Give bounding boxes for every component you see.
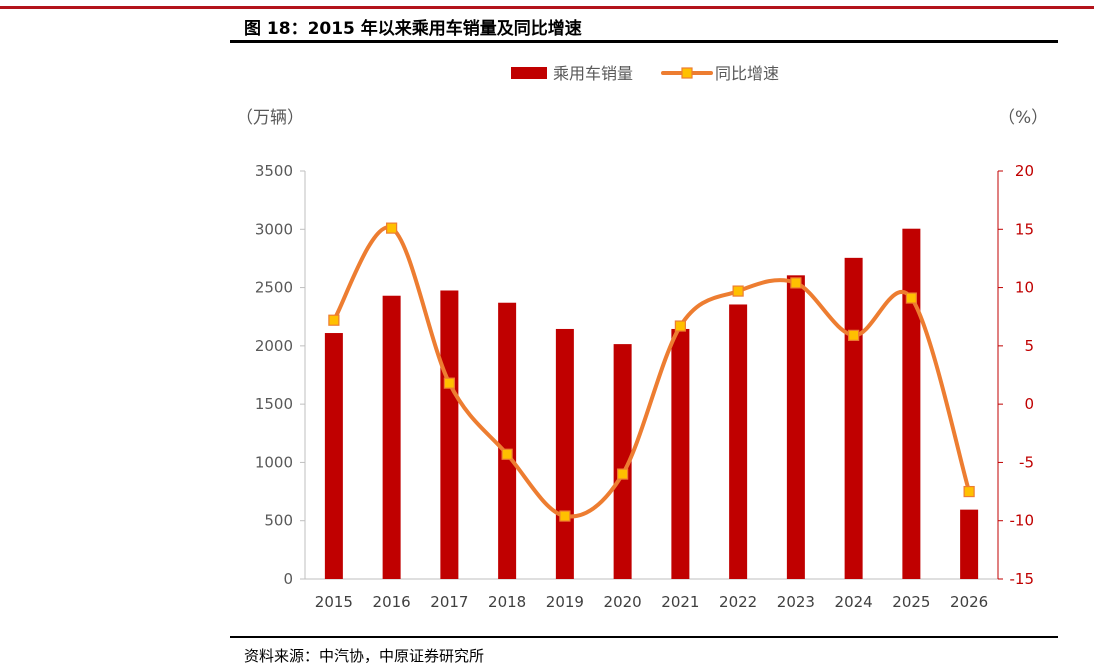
line-series: [328, 222, 975, 522]
bar-2017: [440, 290, 459, 579]
legend-line-marker: [681, 67, 693, 79]
y-right-tick-label: -10: [1010, 512, 1035, 530]
bar-2025: [902, 228, 921, 579]
x-tick-label: 2015: [315, 593, 353, 611]
x-tick-label: 2021: [661, 593, 699, 611]
x-tick-label: 2025: [892, 593, 930, 611]
figure-title: 图 18：2015 年以来乘用车销量及同比增速: [244, 19, 582, 39]
axes: 0 500 1000 1500 2000 2500 3000 3500 -15 -10 -5 0 5 10…: [255, 162, 1034, 588]
x-tick-label: 2023: [777, 593, 815, 611]
bar-2024: [844, 257, 863, 579]
legend: 乘用车销量 同比增速: [511, 64, 779, 83]
y-right-tick-label: 5: [1024, 337, 1034, 355]
y-right-tick-label: -15: [1010, 570, 1035, 588]
y-right-tick-label: -5: [1019, 453, 1034, 471]
y-left-tick-label: 1500: [255, 395, 293, 413]
x-tick-label: 2020: [604, 593, 642, 611]
growth-point-2024: [848, 329, 860, 341]
y-left-tick-label: 3500: [255, 162, 293, 180]
bar-2023: [786, 275, 805, 579]
bar-2026: [960, 509, 979, 579]
y-right-unit-label: （%）: [998, 108, 1048, 128]
growth-point-2021: [674, 320, 686, 332]
x-tick-label: 2018: [488, 593, 526, 611]
y-left-tick-label: 0: [283, 570, 293, 588]
growth-point-2023: [790, 277, 802, 289]
y-left-tick-label: 500: [264, 512, 293, 530]
growth-point-2019: [559, 510, 571, 522]
x-tick-label: 2024: [835, 593, 873, 611]
y-left-unit-label: （万辆）: [236, 108, 304, 128]
growth-point-2018: [501, 448, 513, 460]
y-left-tick-label: 2000: [255, 337, 293, 355]
x-tick-label: 2016: [373, 593, 411, 611]
bar-2016: [382, 295, 401, 579]
growth-point-2015: [328, 314, 340, 326]
bar-2015: [324, 333, 343, 579]
bar-2018: [498, 302, 517, 579]
bar-2022: [729, 304, 748, 579]
top-red-rule: [0, 6, 1094, 9]
source-rule: [230, 636, 1058, 638]
y-right-tick-label: 15: [1015, 220, 1034, 238]
bar-2021: [671, 328, 690, 579]
y-right-tick-label: 0: [1024, 395, 1034, 413]
growth-point-2020: [617, 468, 629, 480]
x-tick-label: 2026: [950, 593, 988, 611]
y-right-tick-label: 10: [1015, 279, 1034, 297]
legend-bar-swatch: [511, 67, 547, 79]
bar-2020: [613, 344, 632, 579]
x-tick-label: 2022: [719, 593, 757, 611]
legend-bar-label: 乘用车销量: [553, 64, 633, 83]
title-rule: [230, 40, 1058, 43]
x-tick-labels: 2015 2016 2017 2018 2019 2020 2021 2022 2023 2024…: [315, 593, 988, 611]
growth-point-2025: [905, 292, 917, 304]
x-tick-label: 2017: [430, 593, 468, 611]
y-left-tick-label: 3000: [255, 220, 293, 238]
x-tick-label: 2019: [546, 593, 584, 611]
growth-point-2026: [963, 485, 975, 498]
legend-line-label: 同比增速: [715, 64, 779, 83]
y-left-tick-label: 2500: [255, 279, 293, 297]
growth-point-2022: [732, 285, 744, 297]
growth-point-2017: [443, 377, 455, 389]
growth-line: [331, 225, 972, 519]
growth-point-2016: [386, 222, 398, 234]
y-right-tick-label: 20: [1015, 162, 1034, 180]
y-left-tick-label: 1000: [255, 453, 293, 471]
bar-2019: [555, 328, 574, 579]
source-note: 资料来源：中汽协，中原证券研究所: [244, 647, 485, 665]
